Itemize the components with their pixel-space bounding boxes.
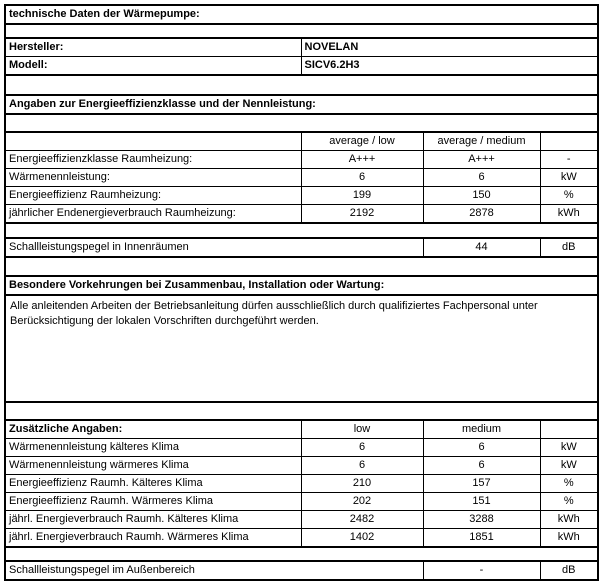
row-value-low: 202 xyxy=(300,492,424,511)
hersteller-label: Hersteller: xyxy=(4,37,302,57)
sound-indoor-row: Schallleistungspegel in Innenräumen 44 d… xyxy=(4,237,600,258)
row-label: Wärmenennleistung kälteres Klima xyxy=(4,438,302,457)
additional-header-unit-blank xyxy=(539,419,600,439)
hersteller-row: Hersteller: NOVELAN xyxy=(4,37,600,57)
sound-indoor-label: Schallleistungspegel in Innenräumen xyxy=(4,237,424,258)
row-value-medium: A+++ xyxy=(422,150,541,169)
modell-label: Modell: xyxy=(4,56,302,76)
table-row: Energieeffizienzklasse Raumheizung: A+++… xyxy=(4,150,600,169)
row-unit: - xyxy=(539,150,600,169)
precautions-text-row: Alle anleitenden Arbeiten der Betriebsan… xyxy=(3,294,600,403)
row-value-medium: 6 xyxy=(422,456,541,475)
row-value-medium: 157 xyxy=(422,474,541,493)
row-unit: kW xyxy=(539,438,600,457)
modell-row: Modell: SICV6.2H3 xyxy=(4,56,600,76)
spacer-row xyxy=(3,114,600,132)
table-row: Wärmenennleistung: 6 6 kW xyxy=(4,168,600,187)
additional-section-title: Zusätzliche Angaben: xyxy=(4,419,302,439)
sound-outdoor-row: Schallleistungspegel im Außenbereich - d… xyxy=(4,560,600,581)
table-row: jährl. Energieverbrauch Raumh. Kälteres … xyxy=(4,510,600,529)
column-header-low: low xyxy=(300,419,424,439)
row-label: Energieeffizienzklasse Raumheizung: xyxy=(4,150,302,169)
energy-section-title-row: Angaben zur Energieeffizienzklasse und d… xyxy=(3,94,600,115)
page-title: technische Daten der Wärmepumpe: xyxy=(3,4,600,25)
row-unit: % xyxy=(539,474,600,493)
table-row: jährlicher Endenergieverbrauch Raumheizu… xyxy=(4,204,600,224)
row-value-low: 210 xyxy=(300,474,424,493)
row-unit: kWh xyxy=(539,204,600,224)
row-value-low: 1402 xyxy=(300,528,424,548)
precautions-title-row: Besondere Vorkehrungen bei Zusammenbau, … xyxy=(3,275,600,296)
energy-column-header-unit-blank xyxy=(539,131,600,151)
table-row: Energieeffizienz Raumh. Wärmeres Klima 2… xyxy=(4,492,600,511)
row-label: jährl. Energieverbrauch Raumh. Wärmeres … xyxy=(4,528,302,548)
spacer-row xyxy=(3,257,600,276)
row-value-medium: 6 xyxy=(422,168,541,187)
row-label: Energieeffizienz Raumh. Wärmeres Klima xyxy=(4,492,302,511)
column-header-average-medium: average / medium xyxy=(422,131,541,151)
technical-data-table: technische Daten der Wärmepumpe: Herstel… xyxy=(3,4,600,581)
spacer-cell xyxy=(3,75,600,95)
row-unit: kW xyxy=(539,456,600,475)
sound-outdoor-label: Schallleistungspegel im Außenbereich xyxy=(4,560,424,581)
energy-column-header-row: average / low average / medium xyxy=(4,131,600,151)
sound-outdoor-unit: dB xyxy=(539,560,600,581)
row-value-medium: 3288 xyxy=(422,510,541,529)
column-header-average-low: average / low xyxy=(300,131,424,151)
table-row: jährl. Energieverbrauch Raumh. Wärmeres … xyxy=(4,528,600,548)
modell-value: SICV6.2H3 xyxy=(300,56,600,76)
energy-section-title: Angaben zur Energieeffizienzklasse und d… xyxy=(3,94,600,115)
row-label: Wärmenennleistung wärmeres Klima xyxy=(4,456,302,475)
precautions-title: Besondere Vorkehrungen bei Zusammenbau, … xyxy=(3,275,600,296)
row-value-low: 6 xyxy=(300,456,424,475)
spacer-row xyxy=(3,547,600,561)
datasheet: technische Daten der Wärmepumpe: Herstel… xyxy=(3,4,600,581)
row-unit: kW xyxy=(539,168,600,187)
spacer-row xyxy=(3,75,600,95)
spacer-cell xyxy=(3,114,600,132)
sound-indoor-unit: dB xyxy=(539,237,600,258)
row-value-low: 199 xyxy=(300,186,424,205)
row-value-low: 2482 xyxy=(300,510,424,529)
row-value-medium: 151 xyxy=(422,492,541,511)
row-label: Energieeffizienz Raumheizung: xyxy=(4,186,302,205)
spacer-row xyxy=(3,402,600,420)
row-label: jährl. Energieverbrauch Raumh. Kälteres … xyxy=(4,510,302,529)
sound-outdoor-value: - xyxy=(422,560,541,581)
row-value-low: 6 xyxy=(300,168,424,187)
precautions-text: Alle anleitenden Arbeiten der Betriebsan… xyxy=(3,294,600,403)
row-label: Wärmenennleistung: xyxy=(4,168,302,187)
row-unit: % xyxy=(539,186,600,205)
table-row: Energieeffizienz Raumheizung: 199 150 % xyxy=(4,186,600,205)
sound-indoor-value: 44 xyxy=(422,237,541,258)
additional-header-row: Zusätzliche Angaben: low medium xyxy=(4,419,600,439)
spacer-cell xyxy=(3,24,600,38)
hersteller-value: NOVELAN xyxy=(300,37,600,57)
spacer-row xyxy=(3,24,600,38)
row-value-medium: 1851 xyxy=(422,528,541,548)
row-value-medium: 150 xyxy=(422,186,541,205)
energy-column-header-blank xyxy=(4,131,302,151)
row-unit: kWh xyxy=(539,528,600,548)
row-value-medium: 2878 xyxy=(422,204,541,224)
table-row: Energieeffizienz Raumh. Kälteres Klima 2… xyxy=(4,474,600,493)
row-label: Energieeffizienz Raumh. Kälteres Klima xyxy=(4,474,302,493)
column-header-medium: medium xyxy=(422,419,541,439)
doc-title-row: technische Daten der Wärmepumpe: xyxy=(3,4,600,25)
row-value-low: 6 xyxy=(300,438,424,457)
spacer-cell xyxy=(3,402,600,420)
row-value-low: A+++ xyxy=(300,150,424,169)
row-label: jährlicher Endenergieverbrauch Raumheizu… xyxy=(4,204,302,224)
spacer-row xyxy=(3,223,600,238)
spacer-cell xyxy=(3,257,600,276)
row-unit: kWh xyxy=(539,510,600,529)
spacer-cell xyxy=(3,223,600,238)
table-row: Wärmenennleistung kälteres Klima 6 6 kW xyxy=(4,438,600,457)
row-value-low: 2192 xyxy=(300,204,424,224)
row-unit: % xyxy=(539,492,600,511)
table-row: Wärmenennleistung wärmeres Klima 6 6 kW xyxy=(4,456,600,475)
row-value-medium: 6 xyxy=(422,438,541,457)
spacer-cell xyxy=(3,547,600,561)
